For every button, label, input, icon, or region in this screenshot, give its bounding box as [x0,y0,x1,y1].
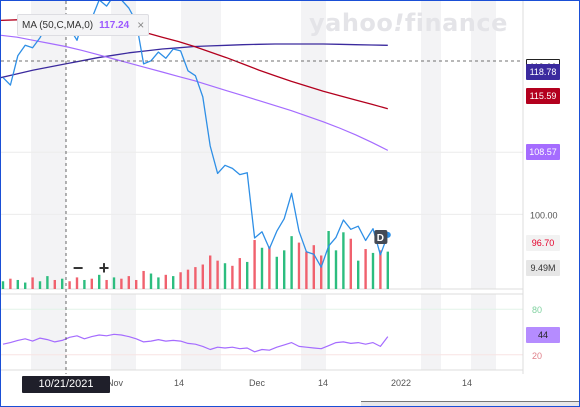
close-icon[interactable]: × [137,18,145,32]
week-band [111,1,136,289]
crosshair-date-badge: 10/21/2021 [22,376,110,393]
week-band [31,294,66,370]
volume-bar [201,264,204,289]
bottom-scrollbar[interactable] [361,401,579,406]
week-band [111,294,136,370]
yahoo-finance-logo: yahoo!finance [309,9,508,37]
volume-bar [105,279,108,289]
volume-bar [209,255,212,289]
week-band [421,294,441,370]
volume-bar [275,256,278,289]
x-tick-label: Nov [107,378,124,388]
volume-bar [16,279,19,289]
volume-bar [268,246,271,289]
week-band [471,1,496,289]
volume-bar [253,240,256,289]
volume-bar [357,260,360,289]
volume-bar [283,250,286,289]
volume-bar [238,258,241,289]
x-tick-label: Dec [249,378,266,388]
volume-bar [157,277,160,289]
volume-bar [24,282,27,289]
volume-bar [386,251,389,289]
volume-bar [320,255,323,289]
volume-bar [149,273,153,289]
ma50-line [1,34,389,151]
zoom-in-button[interactable]: + [98,258,110,278]
week-band [301,294,326,370]
volume-bar [1,281,5,289]
zoom-controls: − + [67,259,115,279]
volume-bar [164,274,167,289]
volume-bar [120,278,123,289]
volume-bar [172,276,175,289]
volume-bar [83,279,86,289]
zoom-out-button[interactable]: − [72,258,84,278]
x-tick-label: 2022 [391,378,411,388]
volume-bar [290,236,293,289]
volume-bar [364,249,367,289]
axis-price-label: 9.49M [526,260,560,276]
volume-bar [31,277,34,289]
volume-bar [127,276,130,289]
volume-bar [9,278,12,289]
volume-bar [53,279,56,289]
volume-bar [179,272,182,289]
price-tick-label: 100.00 [530,210,558,220]
rsi-tick-label: 20 [532,351,542,361]
rsi-line [2,333,389,353]
dividend-marker-label: D [377,233,384,244]
volume-bar [61,278,64,289]
week-band [471,294,496,370]
volume-bar [68,281,71,289]
volume-bar [246,261,249,289]
volume-bar [260,247,264,289]
rsi-tick-label: 80 [532,305,542,315]
volume-bar [142,270,145,289]
volume-bar [349,238,352,289]
week-band [181,294,221,370]
axis-price-label: 108.57 [526,144,560,160]
volume-bar [46,276,49,289]
volume-bar [98,274,101,289]
x-tick-label: 14 [462,378,472,388]
volume-bar [194,267,197,289]
week-band [421,1,441,289]
axis-price-label: 96.70 [526,235,560,251]
volume-bar [305,251,308,289]
volume-bar [334,250,338,289]
volume-bar [90,278,93,289]
volume-bar [327,231,330,289]
volume-bar [371,252,375,289]
volume-bar [223,263,227,289]
volume-bar [312,245,315,289]
volume-bar [135,279,138,289]
volume-bar [216,260,219,289]
volume-bar [75,277,79,289]
volume-bar [186,269,190,289]
week-band [31,1,66,289]
axis-price-label: 118.78 [526,64,560,80]
x-tick-label: 14 [174,378,184,388]
week-band [301,1,326,289]
volume-bar [112,277,116,289]
volume-bar [231,265,234,289]
volume-bar [38,281,42,289]
volume-bar [297,242,301,289]
ma-legend-label: MA (50,C,MA,0) [22,19,94,31]
ma-legend-value: 117.24 [99,19,130,31]
ma-legend[interactable]: MA (50,C,MA,0) 117.24 × [17,14,150,36]
axis-price-label: 44 [526,327,560,343]
x-tick-label: 14 [318,378,328,388]
volume-bar [379,250,382,289]
axis-price-label: 115.59 [526,88,560,104]
dividend-marker [374,230,388,244]
volume-bar [342,232,345,289]
